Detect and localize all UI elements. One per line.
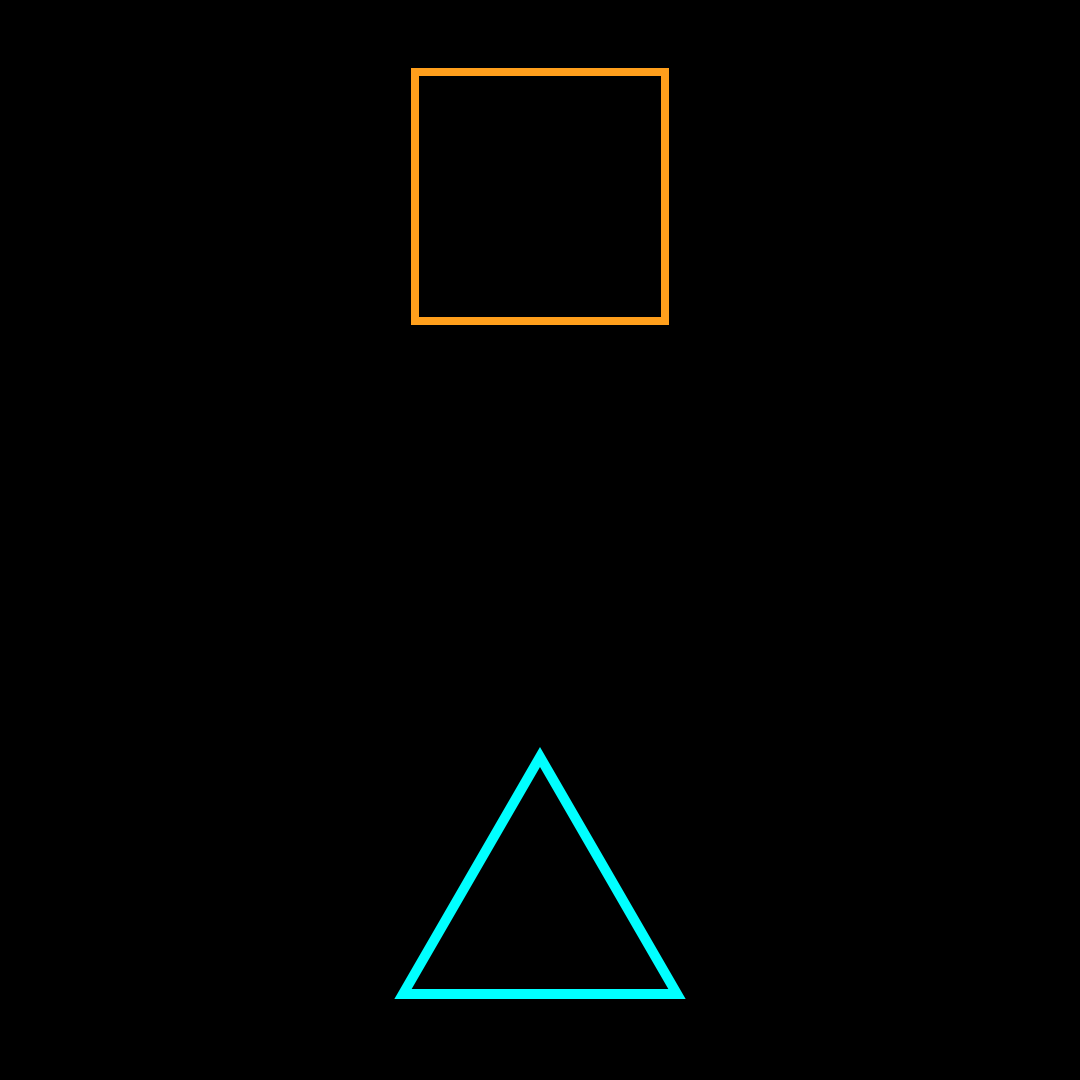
cyan-triangle-outline [394,747,686,999]
orange-square-outline [411,68,669,325]
